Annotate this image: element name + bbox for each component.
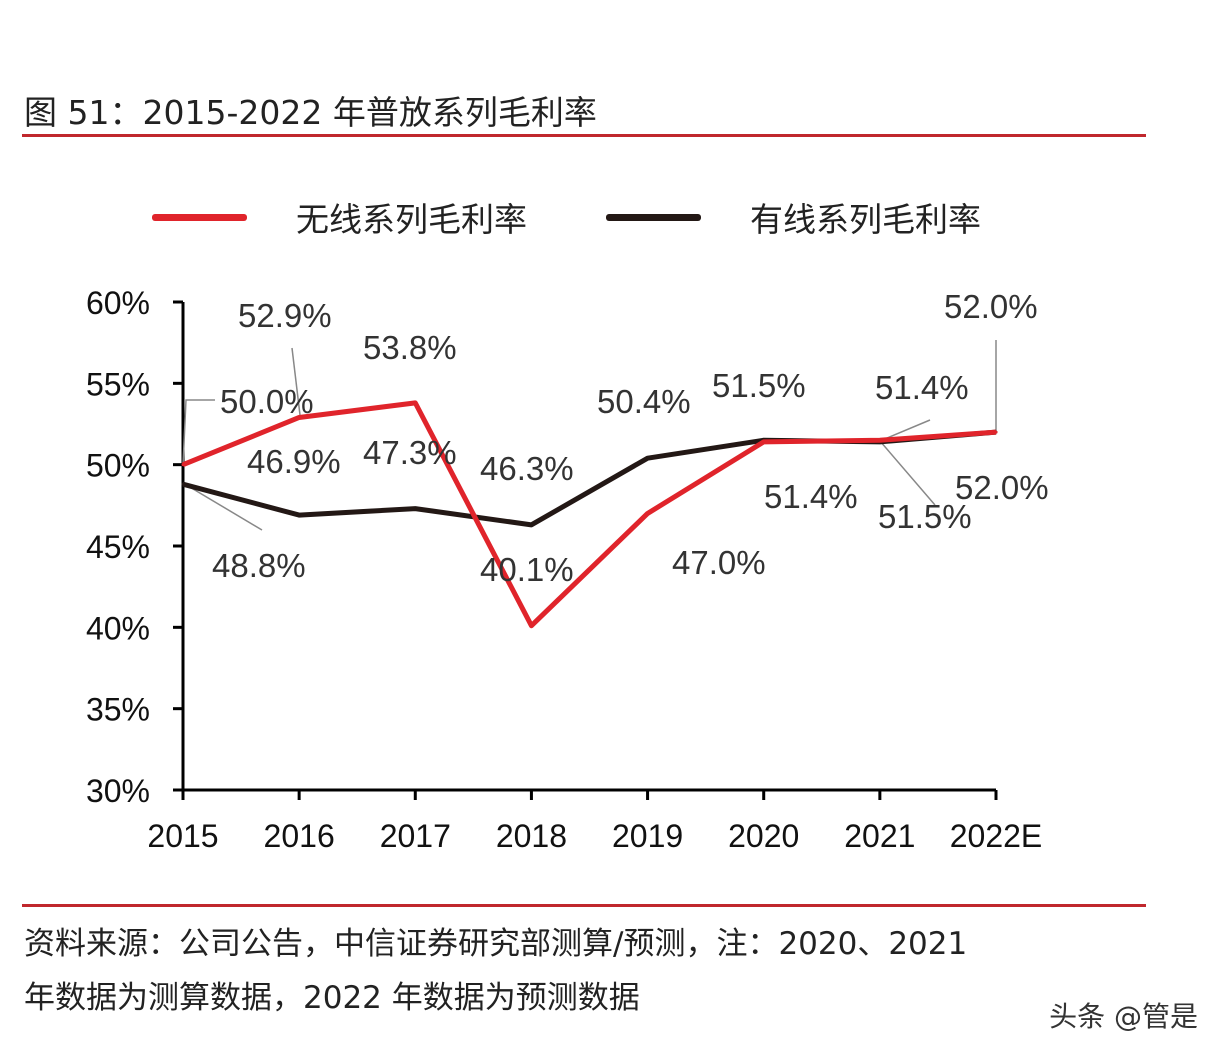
data-point: [529, 523, 533, 527]
data-point: [297, 415, 301, 419]
x-tick-label: 2018: [496, 818, 567, 854]
data-point: [878, 438, 882, 442]
figure-title: 图 51：2015-2022 年普放系列毛利率: [24, 93, 597, 132]
data-point: [646, 456, 650, 460]
data-label: 48.8%: [212, 547, 306, 584]
data-point: [646, 511, 650, 515]
data-label: 51.4%: [764, 478, 858, 515]
data-label: 50.0%: [220, 383, 314, 420]
x-tick-label: 2019: [612, 818, 683, 854]
data-label: 51.4%: [875, 369, 969, 406]
data-label: 52.9%: [238, 297, 332, 334]
data-label: 51.5%: [712, 367, 806, 404]
series-line-wireless: [182, 400, 997, 629]
data-point: [994, 430, 998, 434]
y-tick-label: 55%: [86, 366, 150, 402]
leader-line: [182, 399, 215, 466]
y-tick-label: 45%: [86, 529, 150, 565]
y-tick-label: 30%: [86, 773, 150, 809]
x-tick-label: 2020: [728, 818, 799, 854]
data-label: 40.1%: [480, 551, 574, 588]
data-label: 46.9%: [247, 443, 341, 480]
source-note-line2: 年数据为测算数据，2022 年数据为预测数据: [24, 980, 640, 1016]
data-point: [762, 440, 766, 444]
data-label: 50.4%: [597, 383, 691, 420]
y-tick-label: 50%: [86, 448, 150, 484]
x-tick-label: 2016: [264, 818, 335, 854]
data-label: 46.3%: [480, 450, 574, 487]
data-label: 52.0%: [944, 288, 1038, 325]
data-point: [181, 463, 185, 467]
x-tick-label: 2021: [844, 818, 915, 854]
leader-line: [291, 347, 301, 416]
x-tick-label: 2022E: [950, 818, 1043, 854]
y-tick-label: 40%: [86, 610, 150, 646]
data-label: 52.0%: [955, 469, 1049, 506]
data-label: 47.0%: [672, 544, 766, 581]
data-label: 47.3%: [363, 434, 457, 471]
data-point: [413, 507, 417, 511]
source-note-line1: 资料来源：公司公告，中信证券研究部测算/预测，注：2020、2021: [24, 926, 968, 962]
title-rule: [22, 134, 1146, 137]
y-tick-label: 60%: [86, 285, 150, 321]
legend-swatch-wired: [606, 214, 701, 221]
data-point: [529, 624, 533, 628]
data-point: [181, 482, 185, 486]
data-label: 53.8%: [363, 329, 457, 366]
data-label: 51.5%: [878, 498, 972, 535]
legend-label-wired: 有线系列毛利率: [750, 200, 981, 239]
data-point: [413, 401, 417, 405]
data-point: [297, 513, 301, 517]
legend-swatch-wireless: [152, 214, 247, 221]
legend-label-wireless: 无线系列毛利率: [296, 200, 527, 239]
source-rule: [22, 904, 1146, 907]
leader-line: [879, 440, 936, 506]
y-tick-label: 35%: [86, 692, 150, 728]
x-tick-label: 2015: [147, 818, 218, 854]
x-tick-label: 2017: [380, 818, 451, 854]
leader-line: [182, 482, 263, 531]
watermark: 头条 @管是: [1049, 1000, 1198, 1033]
